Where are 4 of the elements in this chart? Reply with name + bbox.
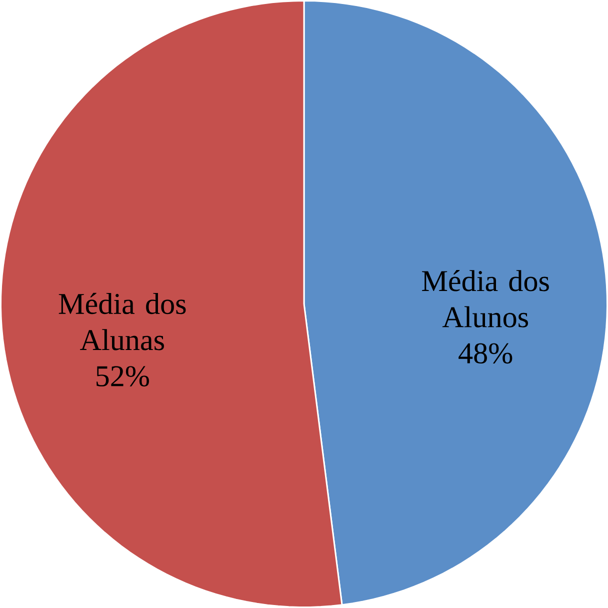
- slice-label: Média dos Alunas: [58, 292, 186, 350]
- data-label: 48%: [458, 343, 512, 364]
- slice-label: Média dos Alunos: [422, 270, 549, 328]
- data-label: 52%: [96, 366, 149, 386]
